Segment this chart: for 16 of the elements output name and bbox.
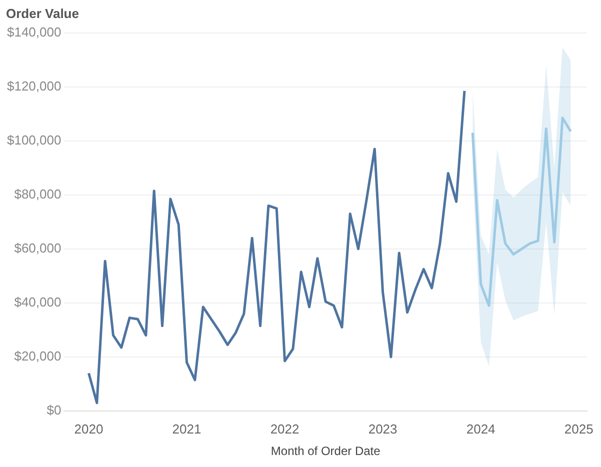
x-axis-title: Month of Order Date xyxy=(270,444,381,458)
y-tick-label: $60,000 xyxy=(14,240,62,256)
x-tick-label: 2020 xyxy=(74,421,104,436)
x-tick-label: 2021 xyxy=(172,421,202,436)
y-tick-label: $0 xyxy=(46,402,62,418)
y-tick-label: $100,000 xyxy=(6,132,62,148)
y-tick-label: $80,000 xyxy=(14,186,62,202)
x-tick-label: 2022 xyxy=(270,421,300,436)
y-tick-label: $40,000 xyxy=(14,294,62,310)
y-tick-label: $20,000 xyxy=(14,348,62,364)
x-tick-label: 2024 xyxy=(466,421,496,436)
y-axis-title: Order Value xyxy=(6,6,79,21)
x-tick-label: 2025 xyxy=(564,421,594,436)
y-tick-label: $120,000 xyxy=(6,78,62,94)
x-tick-label: 2023 xyxy=(368,421,398,436)
y-tick-label: $140,000 xyxy=(6,24,62,40)
